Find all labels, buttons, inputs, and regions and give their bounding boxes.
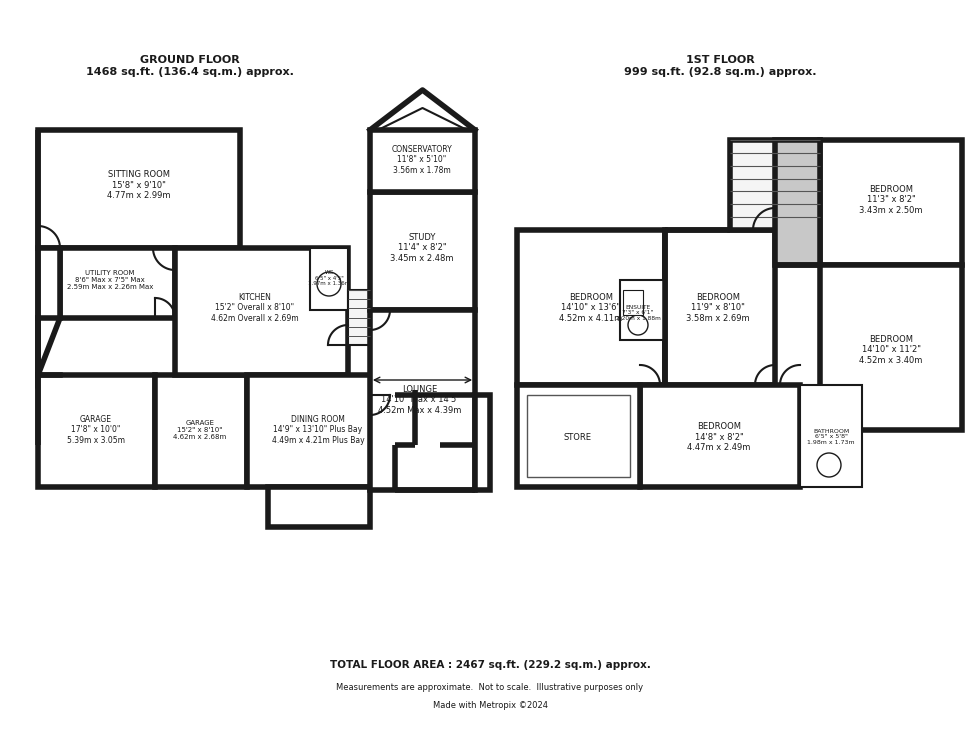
Bar — [38, 130, 240, 248]
Bar — [475, 395, 490, 490]
Bar — [60, 248, 175, 318]
Bar — [175, 248, 348, 375]
Bar — [155, 375, 247, 487]
Polygon shape — [38, 248, 60, 375]
Bar — [38, 375, 155, 487]
Bar — [517, 230, 665, 385]
Text: Measurements are approximate.  Not to scale.  Illustrative purposes only: Measurements are approximate. Not to sca… — [336, 683, 644, 692]
Text: Made with Metropix ©2024: Made with Metropix ©2024 — [432, 701, 548, 710]
Bar — [268, 487, 370, 527]
Bar — [370, 130, 475, 192]
Text: BEDROOM
14'10" x 11'2"
4.52m x 3.40m: BEDROOM 14'10" x 11'2" 4.52m x 3.40m — [859, 335, 923, 365]
Text: DINING ROOM
14'9" x 13'10" Plus Bay
4.49m x 4.21m Plus Bay: DINING ROOM 14'9" x 13'10" Plus Bay 4.49… — [271, 415, 365, 445]
Text: BEDROOM
14'10" x 13'6"
4.52m x 4.11m: BEDROOM 14'10" x 13'6" 4.52m x 4.11m — [560, 293, 622, 323]
Bar — [820, 140, 962, 265]
Text: BEDROOM
14'8" x 8'2"
4.47m x 2.49m: BEDROOM 14'8" x 8'2" 4.47m x 2.49m — [687, 422, 751, 452]
Text: BEDROOM
11'9" x 8'10"
3.58m x 2.69m: BEDROOM 11'9" x 8'10" 3.58m x 2.69m — [686, 293, 750, 323]
Bar — [370, 310, 475, 490]
Text: BATHROOM
6'5" x 5'8"
1.98m x 1.73m: BATHROOM 6'5" x 5'8" 1.98m x 1.73m — [808, 429, 855, 445]
Bar — [640, 385, 800, 487]
Bar — [370, 192, 475, 310]
Bar — [730, 140, 820, 230]
Bar — [348, 290, 370, 345]
Bar — [247, 375, 395, 487]
Bar — [775, 140, 820, 265]
Bar — [623, 290, 643, 315]
Text: SITTING ROOM
15'8" x 9'10"
4.77m x 2.99m: SITTING ROOM 15'8" x 9'10" 4.77m x 2.99m — [107, 170, 171, 200]
Bar — [310, 248, 348, 310]
Text: GARAGE
15'2" x 8'10"
4.62m x 2.68m: GARAGE 15'2" x 8'10" 4.62m x 2.68m — [173, 420, 226, 440]
Text: WC
6'5" x 4'5"
1.97m x 1.36m: WC 6'5" x 4'5" 1.97m x 1.36m — [308, 270, 350, 286]
Text: LOUNGE
14'10" Max x 14'5"
4.52m Max x 4.39m: LOUNGE 14'10" Max x 14'5" 4.52m Max x 4.… — [378, 385, 462, 415]
Text: TOTAL FLOOR AREA : 2467 sq.ft. (229.2 sq.m.) approx.: TOTAL FLOOR AREA : 2467 sq.ft. (229.2 sq… — [329, 660, 651, 670]
Text: CONSERVATORY
11'8" x 5'10"
3.56m x 1.78m: CONSERVATORY 11'8" x 5'10" 3.56m x 1.78m — [392, 145, 453, 175]
Bar — [775, 140, 820, 265]
Text: UTILITY ROOM
8'6" Max x 7'5" Max
2.59m Max x 2.26m Max: UTILITY ROOM 8'6" Max x 7'5" Max 2.59m M… — [67, 270, 153, 290]
Text: STUDY
11'4" x 8'2"
3.45m x 2.48m: STUDY 11'4" x 8'2" 3.45m x 2.48m — [390, 233, 454, 263]
Text: STORE: STORE — [563, 433, 591, 442]
Bar — [527, 395, 630, 477]
Bar — [800, 385, 862, 487]
Bar — [820, 265, 962, 430]
Bar — [517, 385, 640, 487]
Bar — [665, 230, 775, 385]
Text: KITCHEN
15'2" Overall x 8'10"
4.62m Overall x 2.69m: KITCHEN 15'2" Overall x 8'10" 4.62m Over… — [211, 293, 299, 323]
Text: BEDROOM
11'3" x 8'2"
3.43m x 2.50m: BEDROOM 11'3" x 8'2" 3.43m x 2.50m — [859, 185, 923, 215]
Text: GARAGE
17'8" x 10'0"
5.39m x 3.05m: GARAGE 17'8" x 10'0" 5.39m x 3.05m — [67, 415, 125, 445]
Text: 1ST FLOOR
999 sq.ft. (92.8 sq.m.) approx.: 1ST FLOOR 999 sq.ft. (92.8 sq.m.) approx… — [623, 55, 816, 77]
Bar — [620, 280, 665, 340]
Text: GROUND FLOOR
1468 sq.ft. (136.4 sq.m.) approx.: GROUND FLOOR 1468 sq.ft. (136.4 sq.m.) a… — [86, 55, 294, 77]
Text: ENSUITE
7'3" x 6'1"
2.20m x 1.88m: ENSUITE 7'3" x 6'1" 2.20m x 1.88m — [615, 305, 661, 321]
